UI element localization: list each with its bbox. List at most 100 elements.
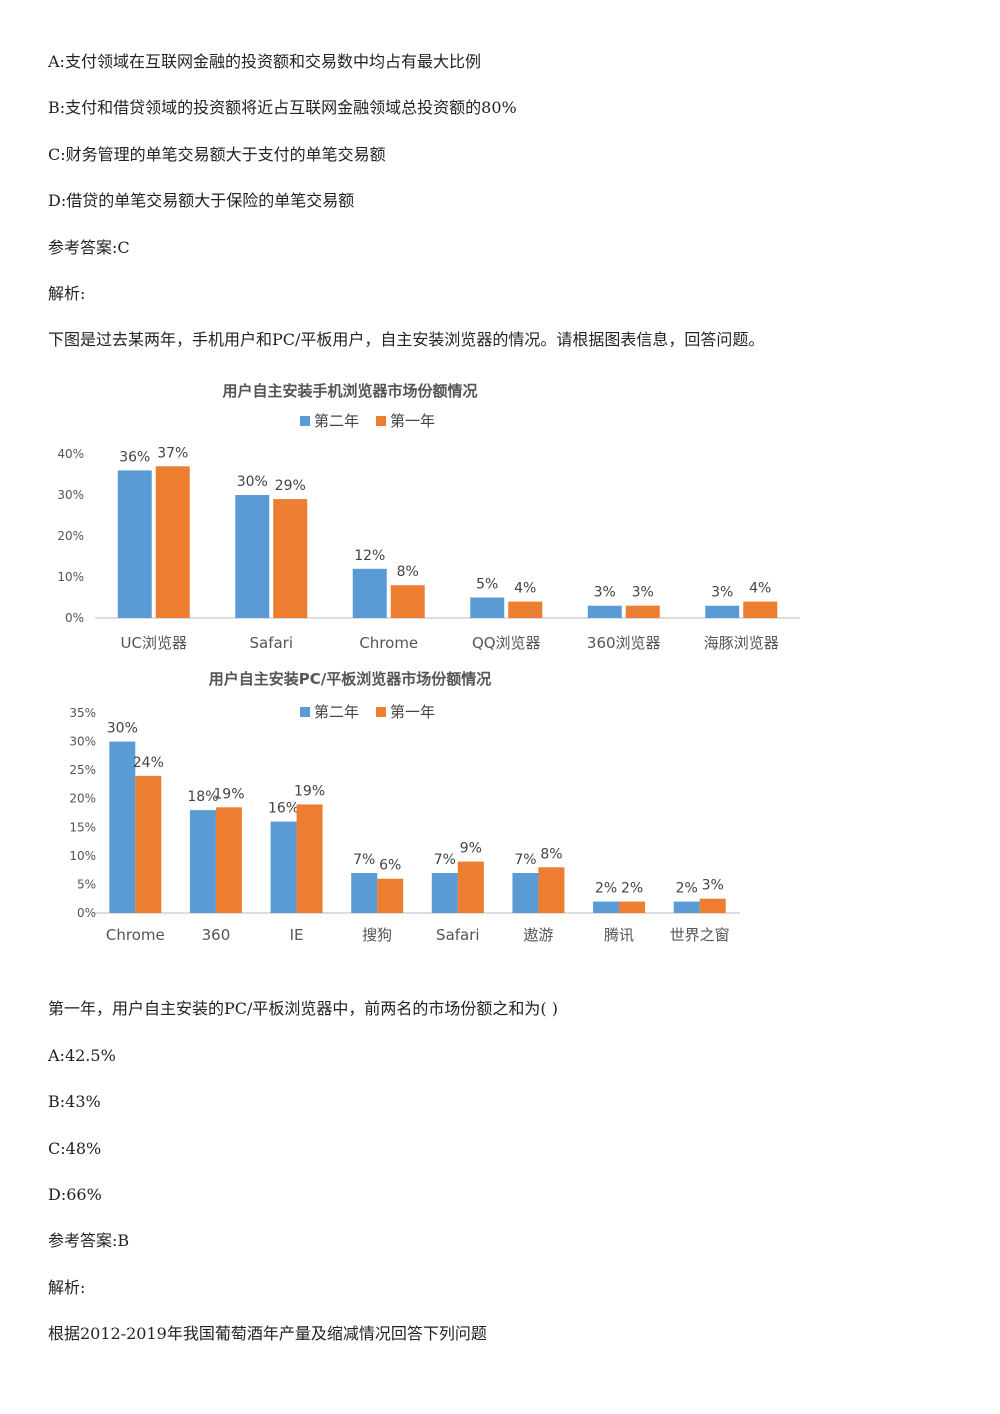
data-label: 8% — [540, 846, 562, 862]
bar-year2 — [270, 821, 297, 913]
y-tick-label: 40% — [57, 447, 84, 461]
data-label: 5% — [476, 577, 498, 593]
bar-year2 — [593, 901, 620, 913]
data-label: 2% — [595, 881, 617, 897]
bar-year2 — [512, 873, 539, 913]
next-question-intro: 根据2012-2019年我国葡萄酒年产量及缩减情况回答下列问题 — [48, 1324, 487, 1343]
bar-year2 — [705, 605, 740, 618]
y-tick-label: 35% — [69, 706, 96, 720]
bar-year2 — [189, 810, 216, 913]
data-label: 7% — [434, 852, 456, 868]
data-label: 24% — [133, 755, 164, 771]
category-label: Safari — [436, 926, 480, 944]
chart-title: 用户自主安装手机浏览器市场份额情况 — [222, 382, 477, 400]
choice-d: D:66% — [48, 1185, 102, 1204]
data-label: 3% — [632, 585, 654, 601]
category-label: 腾讯 — [604, 926, 634, 944]
y-tick-label: 30% — [69, 735, 96, 749]
legend-label-0: 第二年 — [314, 412, 359, 430]
category-label: 360浏览器 — [587, 634, 661, 652]
choice-a: A:42.5% — [48, 1046, 116, 1065]
answer-text: 参考答案:C — [48, 238, 130, 257]
explanation-label-2: 解析: — [48, 1278, 86, 1297]
data-label: 2% — [621, 881, 643, 897]
choice-c: C:48% — [48, 1139, 102, 1158]
bar-year1 — [296, 804, 323, 913]
data-label: 7% — [353, 852, 375, 868]
answer-text-2: 参考答案:B — [48, 1231, 130, 1250]
data-label: 3% — [594, 585, 616, 601]
bar-year2 — [117, 470, 152, 618]
legend-label-0: 第二年 — [314, 703, 359, 721]
data-label: 12% — [354, 548, 385, 564]
bar-year2 — [673, 901, 700, 913]
y-tick-label: 0% — [65, 611, 84, 625]
bar-year1 — [155, 466, 190, 618]
y-tick-label: 10% — [57, 570, 84, 584]
y-tick-label: 25% — [69, 763, 96, 777]
option-d-text: D:借贷的单笔交易额大于保险的单笔交易额 — [48, 191, 355, 210]
category-label: 遨游 — [523, 926, 553, 944]
bar-year2 — [109, 741, 136, 913]
category-label: Chrome — [106, 926, 165, 944]
bar-year2 — [351, 873, 378, 913]
bar-year2 — [352, 568, 387, 618]
bar-year2 — [470, 597, 505, 618]
bar-year2 — [235, 495, 270, 618]
bar-year1 — [699, 898, 726, 913]
y-tick-label: 20% — [57, 529, 84, 543]
data-label: 9% — [460, 841, 482, 857]
data-label: 7% — [514, 852, 536, 868]
legend-swatch-1 — [376, 707, 386, 717]
data-label: 8% — [397, 564, 419, 580]
category-label: UC浏览器 — [121, 634, 187, 652]
data-label: 37% — [157, 445, 188, 461]
bar-year1 — [135, 775, 162, 913]
data-label: 2% — [676, 881, 698, 897]
chart-title: 用户自主安装PC/平板浏览器市场份额情况 — [209, 670, 491, 688]
bar-year1 — [273, 499, 308, 618]
bar-year1 — [390, 585, 425, 618]
data-label: 4% — [514, 581, 536, 597]
option-a-text: A:支付领域在互联网金融的投资额和交易数中均占有最大比例 — [48, 52, 481, 71]
option-b-text: B:支付和借贷领域的投资额将近占互联网金融领域总投资额的80% — [48, 98, 517, 117]
data-label: 30% — [237, 474, 268, 490]
bar-year1 — [508, 601, 543, 618]
category-label: 世界之窗 — [670, 926, 730, 944]
bar-year1 — [538, 867, 565, 913]
bar-year1 — [457, 861, 484, 913]
bar-year1 — [619, 901, 646, 913]
data-label: 3% — [702, 878, 724, 894]
bar-year1 — [215, 807, 242, 913]
category-label: Safari — [249, 634, 293, 652]
bar-year2 — [431, 873, 458, 913]
data-label: 3% — [711, 585, 733, 601]
category-label: 海豚浏览器 — [704, 634, 779, 652]
legend-label-1: 第一年 — [390, 703, 435, 721]
question-text: 第一年，用户自主安装的PC/平板浏览器中，前两名的市场份额之和为( ) — [48, 999, 558, 1018]
y-tick-label: 5% — [77, 877, 96, 891]
y-tick-label: 20% — [69, 792, 96, 806]
data-label: 30% — [107, 721, 138, 737]
data-label: 19% — [213, 786, 244, 802]
data-label: 16% — [268, 801, 299, 817]
legend-swatch-1 — [376, 416, 386, 426]
category-label: 搜狗 — [362, 926, 392, 944]
legend-swatch-0 — [300, 707, 310, 717]
data-label: 19% — [294, 783, 325, 799]
category-label: Chrome — [359, 634, 418, 652]
option-c-text: C:财务管理的单笔交易额大于支付的单笔交易额 — [48, 145, 386, 164]
choice-b: B:43% — [48, 1092, 101, 1111]
category-label: QQ浏览器 — [472, 634, 541, 652]
bar-year1 — [625, 605, 660, 618]
bar-year1 — [377, 878, 404, 913]
bar-year1 — [743, 601, 778, 618]
data-label: 36% — [119, 449, 150, 465]
category-label: IE — [290, 926, 304, 944]
legend-swatch-0 — [300, 416, 310, 426]
y-tick-label: 10% — [69, 849, 96, 863]
y-tick-label: 30% — [57, 488, 84, 502]
y-tick-label: 0% — [77, 906, 96, 920]
